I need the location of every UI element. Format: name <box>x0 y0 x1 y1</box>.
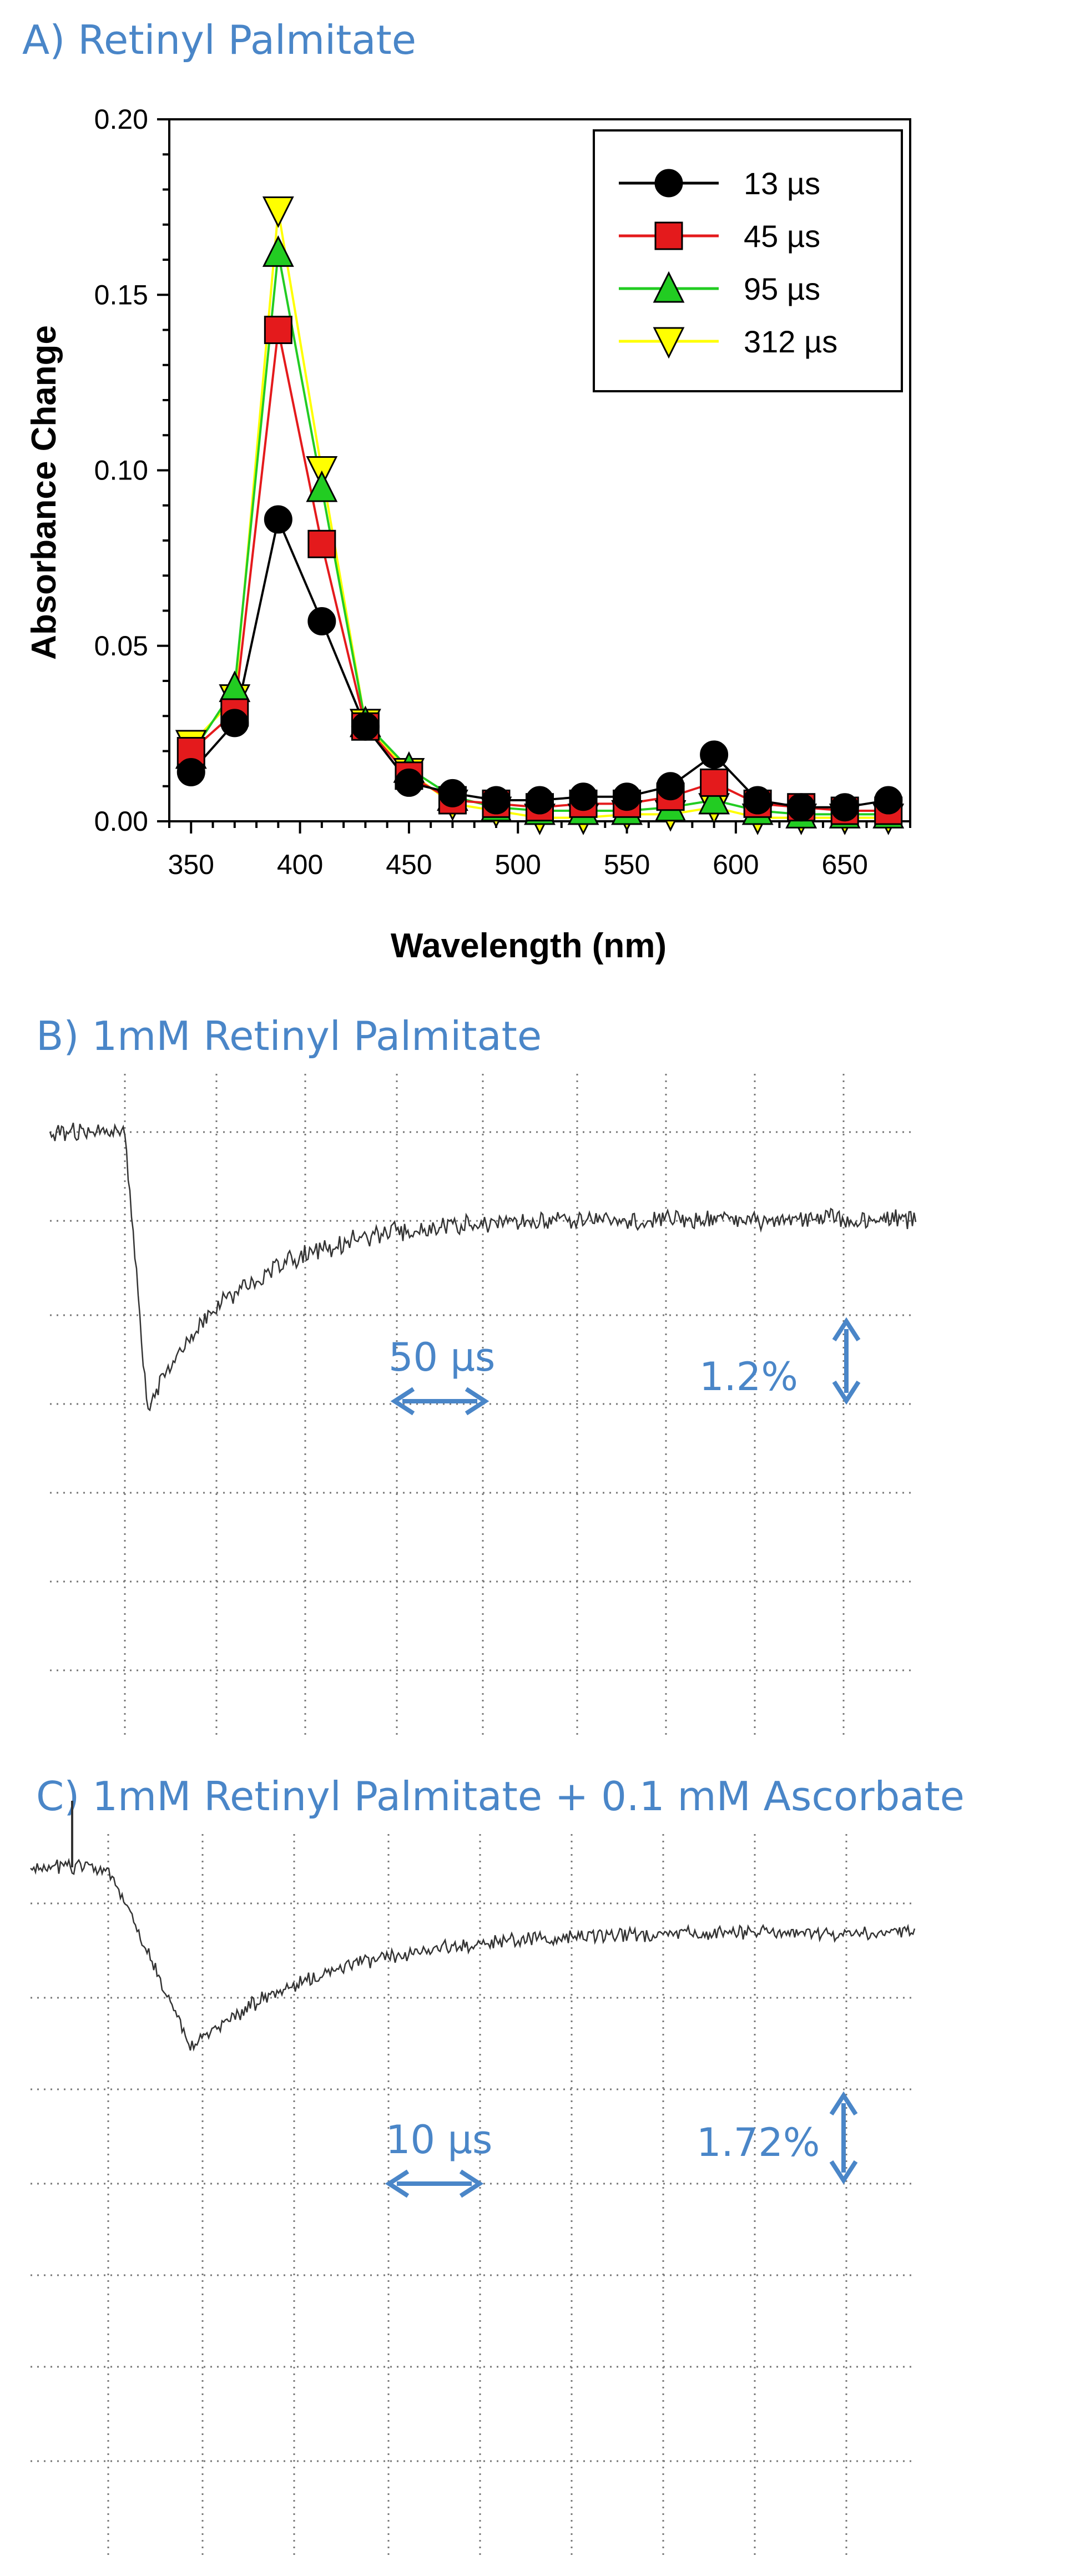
x-tick-label: 500 <box>495 849 541 880</box>
arrow-head-right <box>465 1387 489 1416</box>
legend-marker <box>653 327 685 359</box>
data-point <box>613 782 642 811</box>
data-point <box>307 607 336 635</box>
panel-a-title: A) Retinyl Palmitate <box>22 17 417 63</box>
data-point <box>700 740 729 769</box>
grid <box>31 1834 916 2558</box>
data-point <box>395 768 423 797</box>
x-tick-label: 550 <box>604 849 650 880</box>
y-tick-label: 0.10 <box>94 455 148 486</box>
legend-label: 95 µs <box>744 271 820 306</box>
data-point <box>874 786 903 815</box>
data-point <box>264 505 292 534</box>
time-scale-label: 50 µs <box>388 1335 495 1380</box>
panel-b-title: B) 1mM Retinyl Palmitate <box>36 1013 542 1059</box>
absorbance-spectrum-chart: 0.00 0.05 0.10 0.15 0.20 350 400 450 500 550 600 65… <box>25 104 911 965</box>
x-tick-label: 650 <box>821 849 867 880</box>
arrow-head-down <box>829 2160 858 2185</box>
legend-label: 13 µs <box>744 166 820 201</box>
data-point <box>262 196 294 228</box>
data-point <box>438 779 467 807</box>
x-tick-label: 350 <box>168 849 214 880</box>
arrow-head-down <box>832 1380 861 1405</box>
legend-label: 312 µs <box>744 324 837 359</box>
x-tick-label: 600 <box>713 849 759 880</box>
data-point <box>176 757 205 786</box>
x-tick-label: 400 <box>277 849 323 880</box>
legend-marker <box>654 169 683 198</box>
arrow-head-left <box>385 2169 410 2198</box>
data-point <box>264 316 292 344</box>
data-point <box>700 768 729 797</box>
legend <box>593 129 903 392</box>
data-point <box>698 782 730 815</box>
series-markers-0 <box>176 505 903 822</box>
arrow-head-up <box>829 2091 858 2116</box>
time-scale-label: 10 µs <box>386 2117 492 2163</box>
data-point <box>482 786 511 815</box>
amplitude-scale-label: 1.2% <box>699 1354 798 1400</box>
arrow-head-right <box>459 2169 484 2198</box>
amplitude-scale-label: 1.72% <box>697 2120 820 2165</box>
arrow-head-up <box>832 1317 861 1342</box>
legend-marker <box>653 271 685 303</box>
data-point <box>220 709 249 738</box>
data-point <box>351 712 380 741</box>
legend-label: 45 µs <box>744 219 820 254</box>
data-point <box>307 529 336 558</box>
data-point <box>787 793 816 822</box>
y-tick-label: 0.00 <box>94 806 148 837</box>
data-point <box>830 793 859 822</box>
arrow-head-left <box>390 1387 415 1416</box>
data-point <box>743 786 772 815</box>
data-point <box>306 470 338 502</box>
y-axis-title: Absorbance Change <box>25 325 63 660</box>
y-tick-label: 0.05 <box>94 630 148 661</box>
signal-trace <box>49 1123 917 1412</box>
y-tick-label: 0.15 <box>94 279 148 310</box>
panel-c-title: C) 1mM Retinyl Palmitate + 0.1 mM Ascorb… <box>36 1773 965 1820</box>
legend-marker <box>654 221 683 250</box>
signal-trace <box>30 1857 916 2052</box>
data-point <box>569 782 598 811</box>
y-tick-label: 0.20 <box>94 104 148 135</box>
data-point <box>526 786 554 815</box>
data-point <box>656 772 685 801</box>
x-axis-title: Wavelength (nm) <box>391 927 667 965</box>
data-point <box>262 235 294 267</box>
x-tick-label: 450 <box>386 849 432 880</box>
kinetic-trace-b: 50 µs 1.2% <box>49 1074 917 1737</box>
